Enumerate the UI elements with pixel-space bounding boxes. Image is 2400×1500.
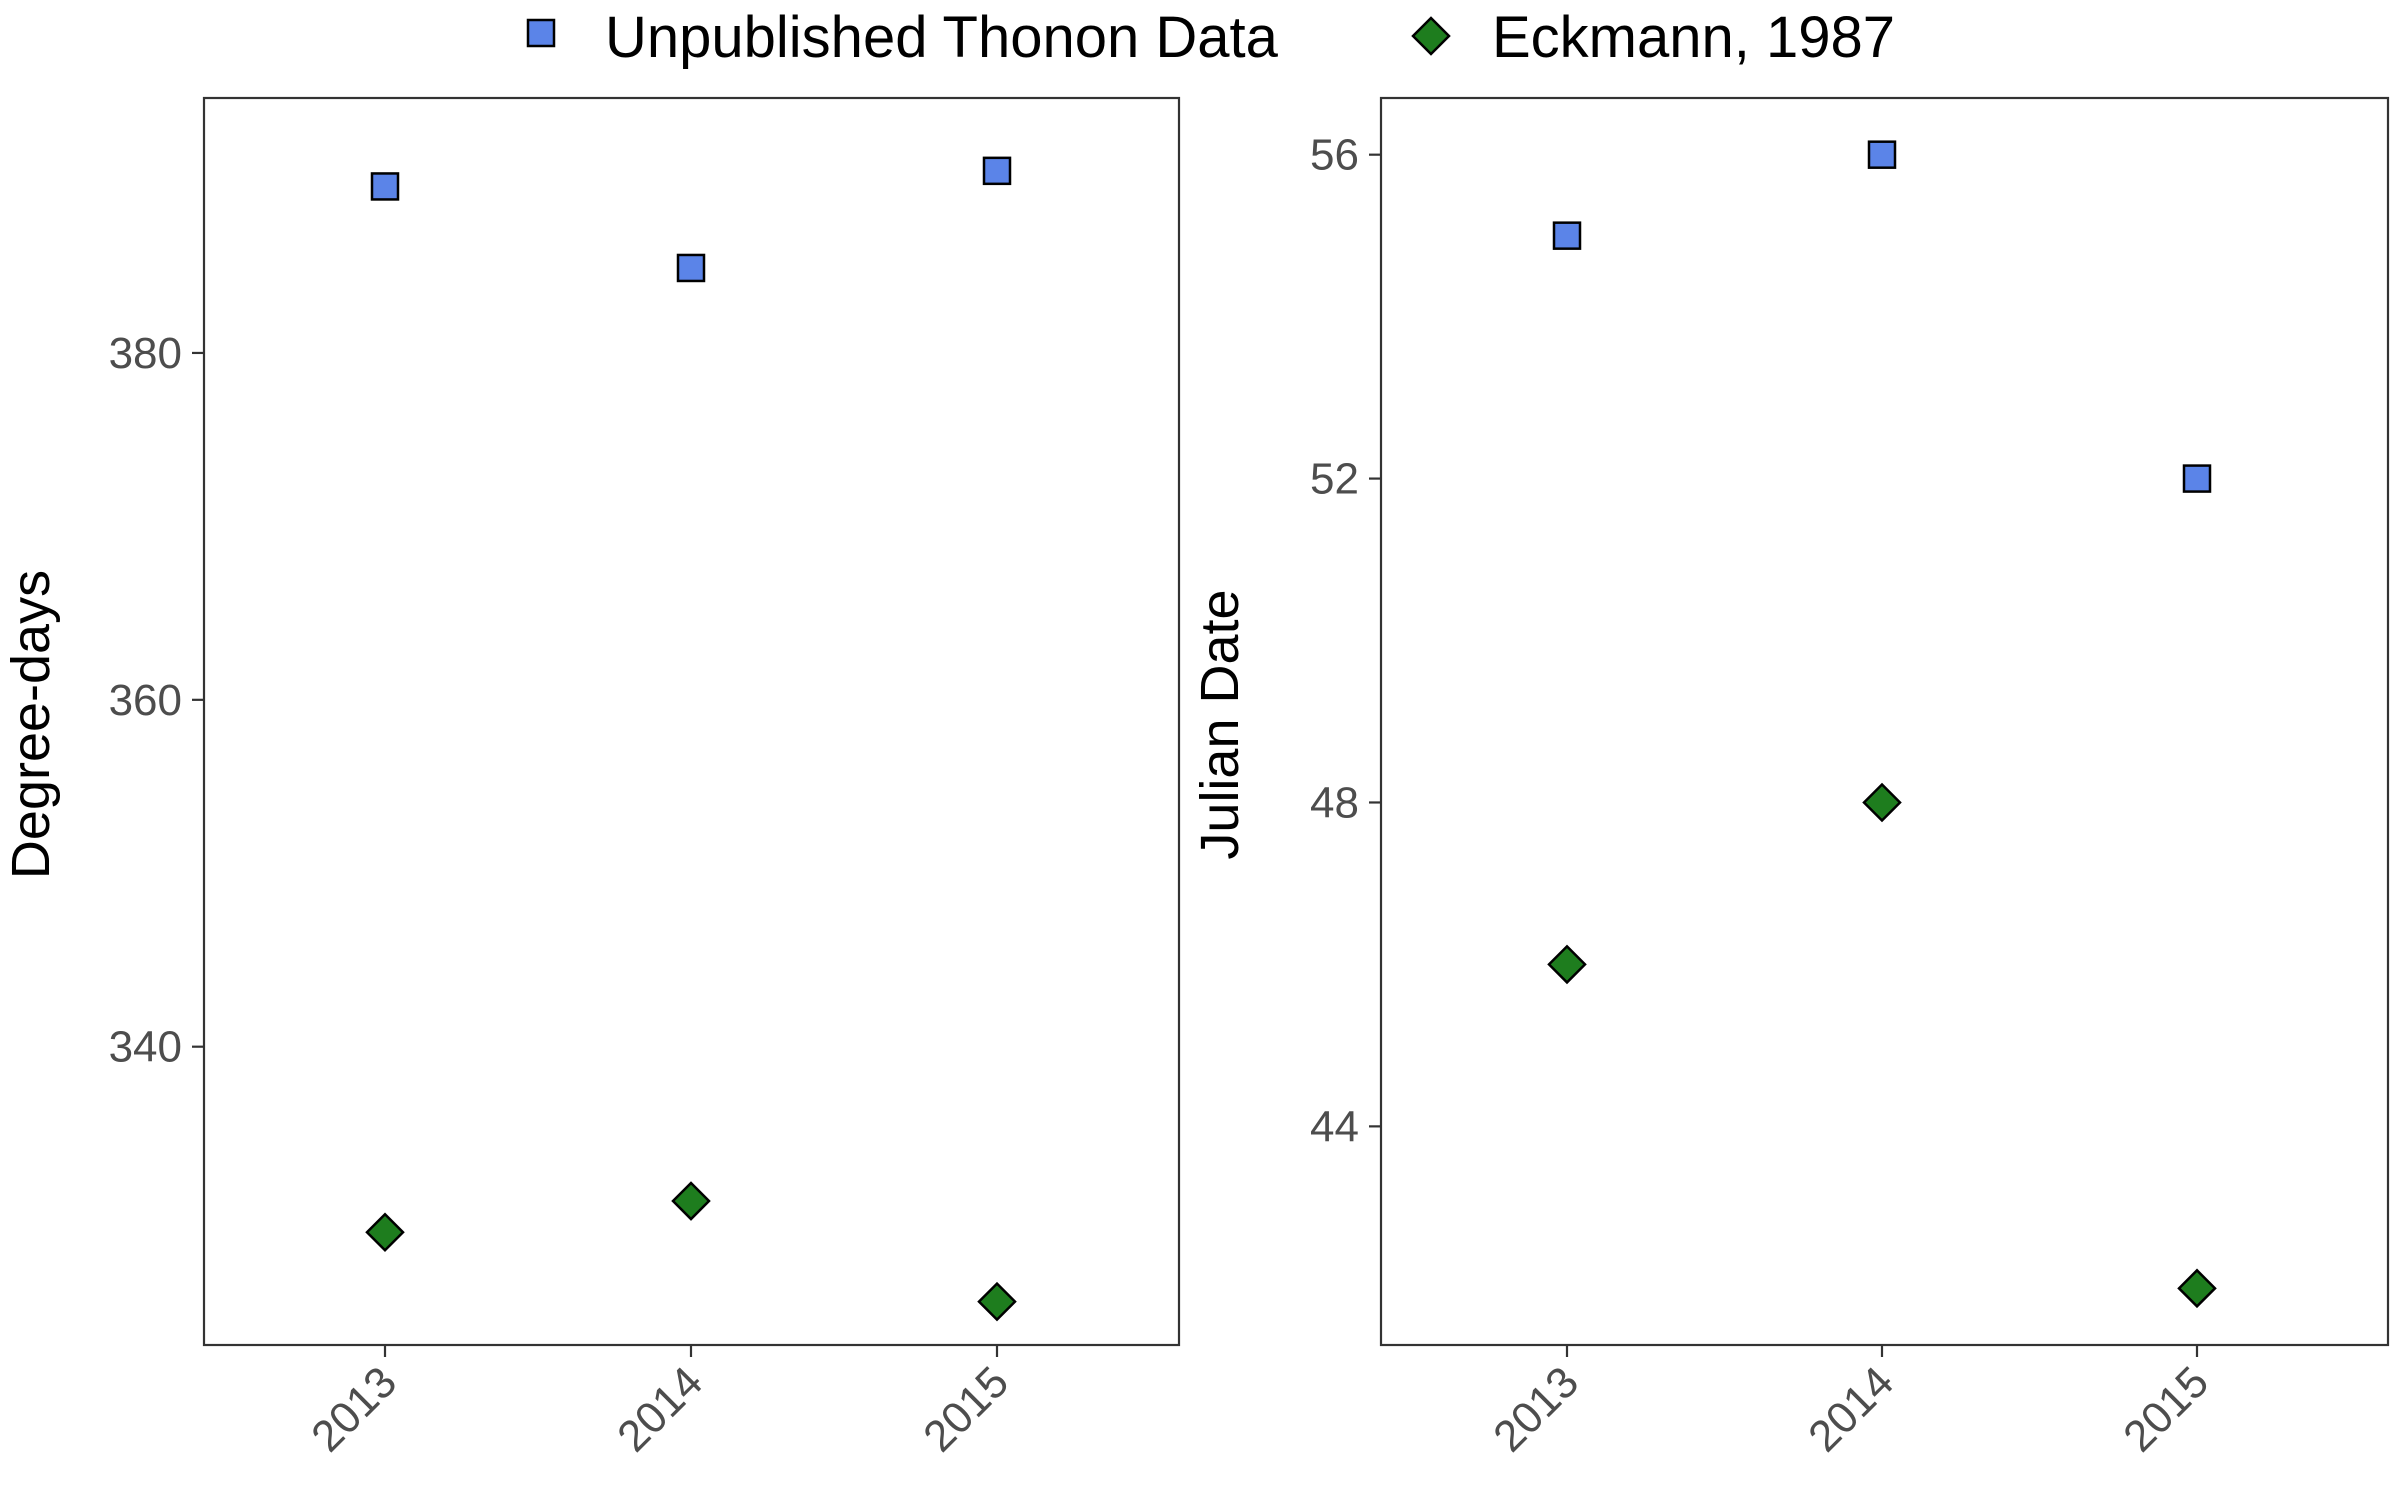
panel-julian-date: 44 48 52 56 2013 2014 2015 Julian Date	[1190, 96, 2390, 1461]
point-diamond	[1862, 782, 1902, 823]
y-tick-label: 48	[1310, 778, 1359, 827]
point-square	[370, 172, 400, 201]
x-tick-label: 2014	[1799, 1357, 1903, 1461]
plot-frame	[202, 96, 1181, 1347]
point-diamond	[2177, 1268, 2217, 1309]
y-tick-label: 360	[109, 676, 182, 725]
y-axis-title: Julian Date	[1190, 589, 1250, 859]
y-tick-label: 52	[1310, 455, 1359, 504]
legend-item-eckmann: Eckmann, 1987	[1411, 5, 1895, 70]
y-axis-title: Degree-days	[1, 570, 61, 879]
legend: Unpublished Thonon Data Eckmann, 1987	[526, 5, 1895, 70]
legend-label-eckmann: Eckmann, 1987	[1492, 5, 1895, 70]
point-square	[2182, 464, 2212, 493]
legend-marker-diamond	[1411, 16, 1451, 56]
panel-degree-days: 340 360 380 2013 2014 2015 Degree-days	[1, 96, 1181, 1461]
y-tick-label: 380	[109, 329, 182, 378]
point-diamond	[1547, 944, 1587, 985]
x-tick-label: 2015	[914, 1357, 1018, 1461]
point-diamond	[365, 1212, 405, 1253]
plot-frame	[1379, 96, 2390, 1347]
y-tick-label: 44	[1310, 1102, 1359, 1151]
x-tick-label: 2014	[608, 1357, 712, 1461]
point-square	[1552, 221, 1582, 250]
point-square	[982, 156, 1012, 186]
legend-label-thonon: Unpublished Thonon Data	[605, 5, 1279, 70]
y-tick-label: 56	[1310, 131, 1359, 180]
legend-marker-square	[526, 18, 556, 48]
point-diamond	[671, 1181, 711, 1221]
point-square	[1867, 140, 1897, 169]
y-tick-label: 340	[109, 1023, 182, 1072]
point-diamond	[977, 1281, 1017, 1322]
x-tick-label: 2015	[2114, 1357, 2218, 1461]
x-tick-label: 2013	[1484, 1357, 1588, 1461]
legend-item-thonon: Unpublished Thonon Data	[526, 5, 1279, 70]
x-tick-label: 2013	[302, 1357, 406, 1461]
point-square	[676, 253, 706, 283]
